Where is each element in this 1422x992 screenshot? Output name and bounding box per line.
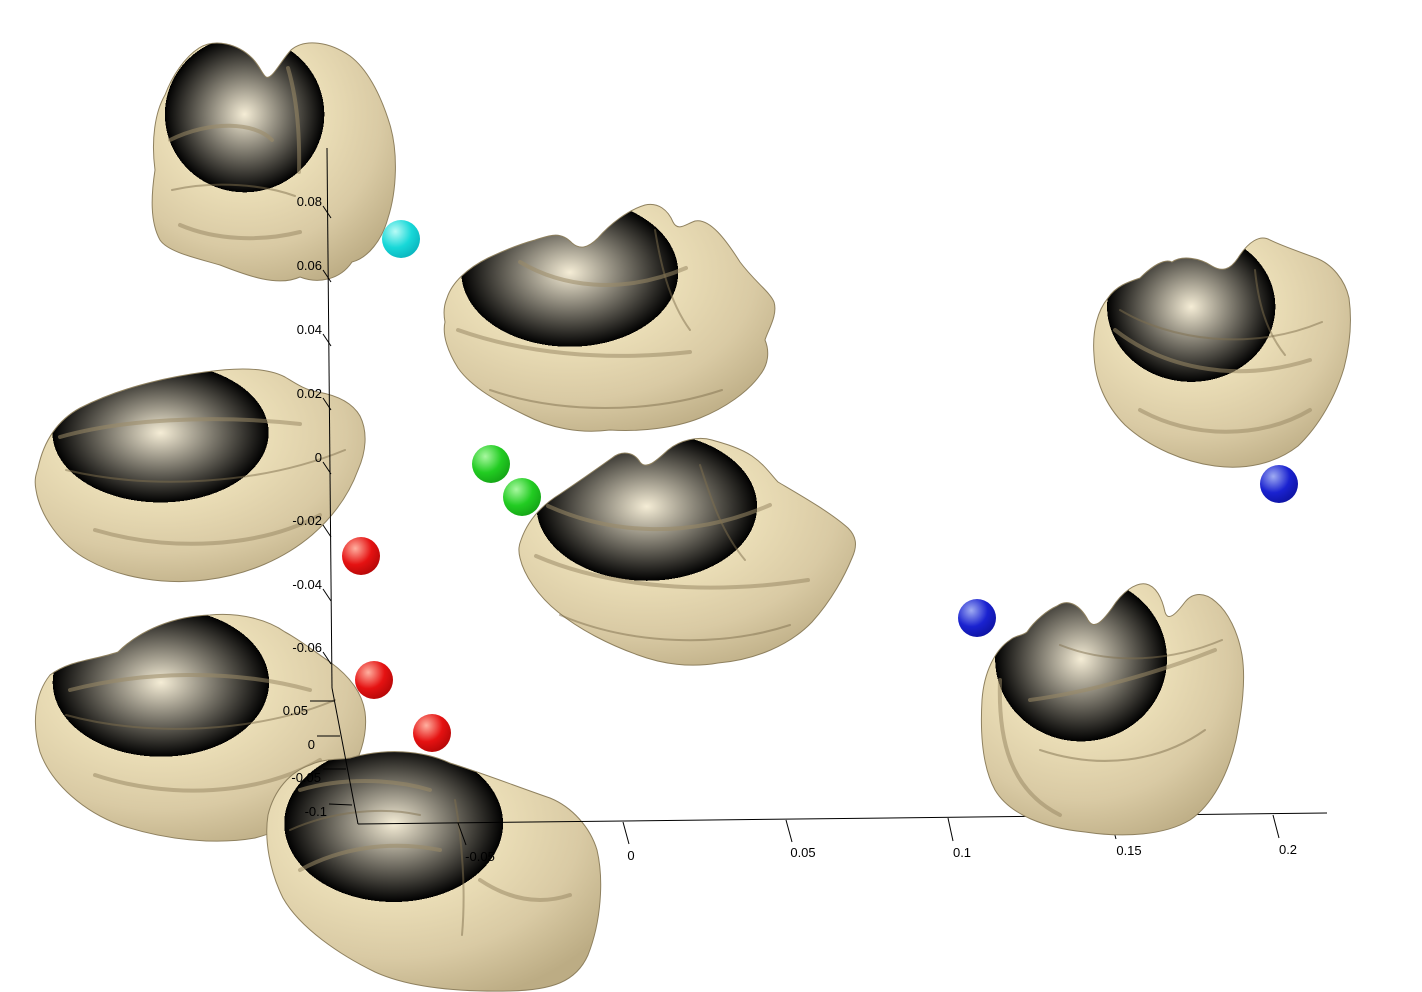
z-axis-tick-label: -0.04 [292,577,322,592]
x-axis-tick-label: 0 [627,848,635,863]
data-point-sphere-blue[interactable] [1260,465,1298,503]
data-point-sphere-red[interactable] [413,714,451,752]
z-axis-tick-label: 0.02 [296,386,322,401]
z-axis-tick-label: 0.08 [296,194,322,209]
tooth-mesh-7 [1093,237,1351,468]
tooth-mesh-1 [151,42,396,282]
x-axis-tick [622,821,630,845]
data-point-sphere-green[interactable] [503,478,541,516]
x-axis-tick-label: -0.05 [465,849,495,864]
data-point-sphere-red[interactable] [342,537,380,575]
z-axis-tick [322,651,332,665]
z-axis-tick [322,333,332,347]
data-point-sphere-red[interactable] [355,661,393,699]
tooth-mesh-5 [443,203,776,432]
z-axis-tick [322,588,332,602]
tooth-mesh-6 [518,437,856,666]
z-axis-tick [322,269,332,283]
data-point-sphere-green[interactable] [472,445,510,483]
y-axis-tick-label: -0.1 [304,804,327,819]
z-axis-tick [322,397,332,411]
y-axis-tick-label: 0.05 [282,703,308,718]
y-axis-line [331,687,359,825]
z-axis-tick-label: -0.02 [292,513,322,528]
tooth-mesh-2 [34,368,366,583]
x-axis-tick [785,819,793,843]
data-point-sphere-blue[interactable] [958,599,996,637]
x-axis-tick [457,822,467,846]
y-axis-tick-label: -0.05 [291,770,321,785]
z-axis-line [326,147,333,689]
y-axis-tick-label: 0 [307,737,315,752]
data-point-sphere-cyan[interactable] [382,220,420,258]
z-axis-tick-label: 0.06 [296,258,322,273]
tooth-mesh-8 [980,583,1245,836]
z-axis-tick [322,524,332,538]
z-axis-tick [322,205,332,219]
y-axis-tick [328,803,353,806]
z-axis-tick-label: -0.06 [292,640,322,655]
x-axis-tick-label: 0.05 [790,845,816,860]
z-axis-tick [322,461,332,475]
x-axis-tick-label: 0.1 [952,845,972,860]
x-axis-tick [1272,814,1280,839]
x-axis-tick-label: 0.2 [1278,842,1298,857]
x-axis-tick-label: 0.15 [1116,843,1142,858]
z-axis-tick-label: 0.04 [296,322,322,337]
x-axis-tick [947,817,954,842]
z-axis-tick-label: 0 [314,450,322,465]
tooth-mesh-4 [266,751,602,992]
